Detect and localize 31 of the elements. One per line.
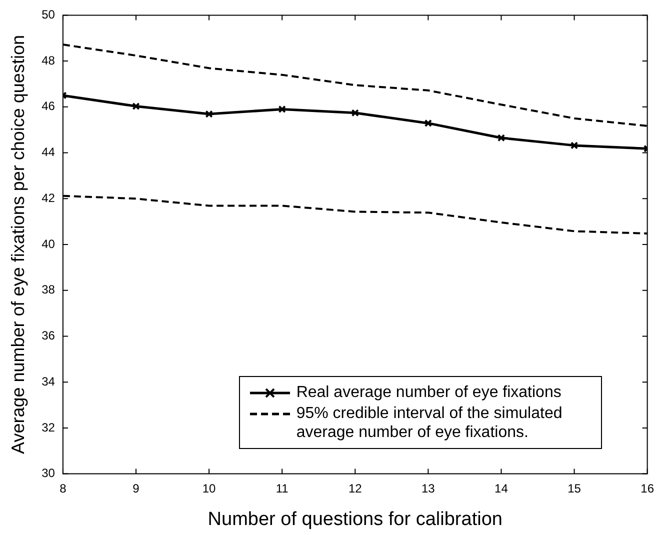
- y-tick-label: 44: [42, 145, 56, 160]
- x-tick-label: 11: [276, 481, 289, 496]
- legend-label: 95% credible interval of the simulated average number of eye fixations.: [296, 404, 564, 442]
- x-tick-label: 12: [348, 481, 362, 496]
- point: [278, 105, 286, 114]
- point: [570, 142, 578, 150]
- x-tick-label: 10: [202, 481, 216, 496]
- y-tick-label: 48: [42, 53, 56, 68]
- y-tick-label: 38: [42, 282, 56, 297]
- point: [424, 119, 432, 128]
- x-tick-label: 13: [422, 481, 436, 496]
- x-tick-label: 14: [494, 481, 508, 496]
- y-tick-label: 46: [42, 99, 56, 114]
- point: [497, 134, 506, 142]
- x-tick-label: 16: [640, 481, 654, 496]
- y-tick-label: 42: [42, 190, 56, 205]
- y-tick-label: 36: [42, 328, 56, 343]
- point: [205, 110, 213, 118]
- y-axis-title: Average number of eye fixations per choice question: [8, 35, 28, 454]
- y-tick-label: 34: [42, 374, 56, 388]
- y-tick-label: 40: [42, 236, 56, 251]
- y-tick-label: 32: [42, 420, 56, 434]
- point: [351, 109, 359, 117]
- y-tick-label: 30: [42, 466, 56, 480]
- x-tick-label: 8: [60, 481, 67, 496]
- x-tick-label: 9: [132, 481, 140, 496]
- point: [132, 102, 140, 110]
- legend-label: Real average number of eye fixations: [296, 382, 562, 402]
- x-axis-title: Number of questions for calibration: [208, 508, 502, 530]
- x-tick-label: 15: [568, 481, 582, 496]
- y-tick-label: 50: [42, 8, 56, 22]
